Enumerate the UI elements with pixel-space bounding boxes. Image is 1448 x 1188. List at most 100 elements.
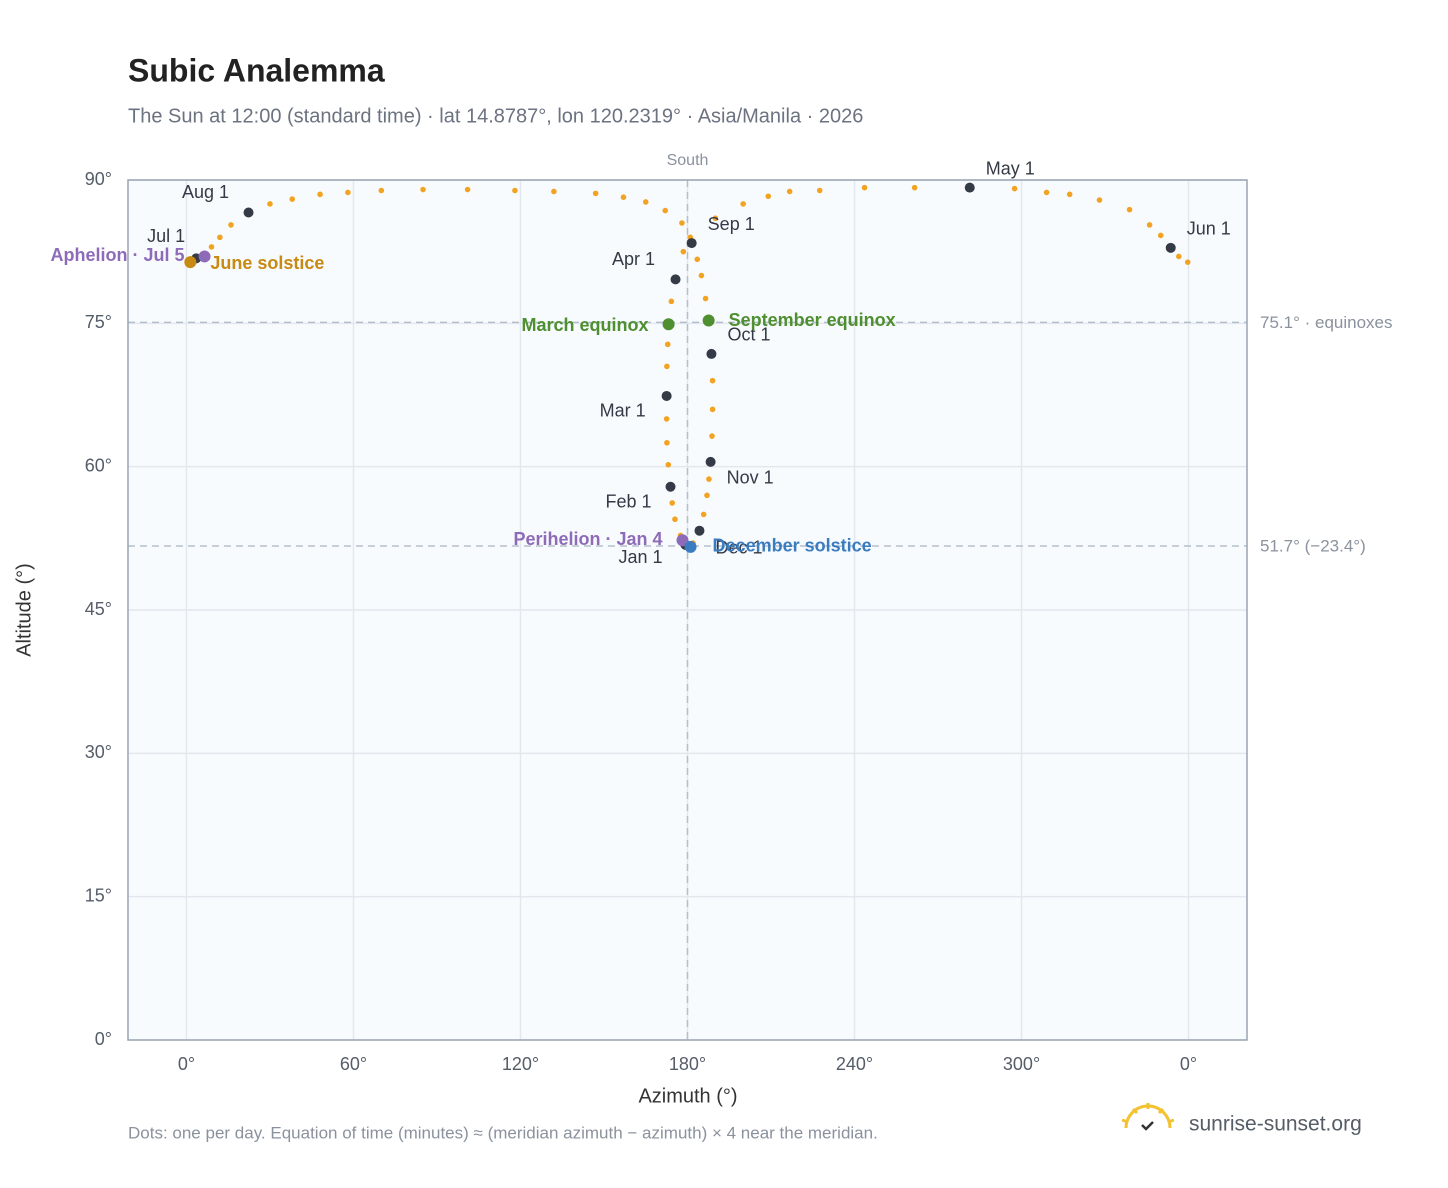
month-dot [243,207,254,218]
chart-title: Subic Analemma [128,52,385,88]
day-dot [704,492,710,499]
month-dot [1165,242,1176,253]
day-dot [672,516,678,523]
y-tick-label: 30° [85,742,112,762]
day-dot [345,189,351,196]
day-dot [765,193,772,200]
x-tick-label: 0° [178,1054,195,1074]
month-dot [964,182,975,193]
x-tick-label: 0° [1180,1054,1197,1074]
day-dot [709,377,716,384]
event-label: Aphelion · Jul 5 [51,245,185,265]
plot-border [127,179,1248,1041]
day-dot [1146,222,1153,228]
reference-label: South [667,152,709,169]
y-tick-label: 45° [85,599,112,619]
month-dot [705,456,716,467]
day-dot [620,194,627,200]
x-axis-title: Azimuth (°) [638,1085,737,1107]
y-axis-title: Altitude (°) [13,563,35,657]
x-tick-label: 60° [340,1054,367,1074]
day-dot [1184,259,1191,265]
month-dot [706,348,717,359]
event-label: June solstice [210,253,324,273]
month-label: Oct 1 [727,325,770,345]
chart-subtitle: The Sun at 12:00 (standard time) · lat 1… [128,105,863,127]
event-label: Perihelion · Jan 4 [513,529,662,549]
event-label: September equinox [729,310,896,330]
day-dot [698,272,705,279]
month-label: May 1 [986,158,1035,178]
month-label: Jan 1 [619,547,663,567]
day-dot [464,186,471,193]
day-dot [228,222,234,228]
y-tick-label: 15° [85,885,112,905]
x-tick-label: 120° [502,1054,539,1074]
event-dot [184,256,197,269]
x-tick-label: 240° [836,1054,873,1074]
day-dot [664,363,670,370]
month-label: Dec 1 [715,537,762,557]
day-dot [1157,232,1164,239]
month-dot [694,525,705,536]
day-dot [378,187,385,194]
month-label: Sep 1 [708,214,755,234]
day-dot [669,500,675,506]
month-label: Apr 1 [612,249,655,269]
day-dot [1043,189,1050,196]
day-dot [1066,191,1073,198]
day-dot [816,187,823,194]
month-dot [661,390,672,401]
event-label: December solstice [713,536,872,556]
day-dot [911,184,918,191]
day-dot [642,199,649,205]
month-dot [665,481,676,492]
brand: sunrise-sunset.org [1189,1113,1362,1136]
day-dot [679,220,685,226]
day-dot [664,439,670,446]
month-label: Feb 1 [606,491,652,511]
brand-logo [1121,1103,1175,1131]
day-dot [700,511,707,518]
day-dot [861,184,868,191]
event-dot [662,318,675,331]
day-dot [208,244,215,250]
day-dot [592,190,599,197]
day-dot [662,207,669,214]
day-dot [786,188,793,195]
y-tick-label: 0° [95,1029,112,1049]
month-label: Jul 1 [147,226,185,246]
day-dot [740,201,746,207]
day-dot [694,256,701,263]
day-dot [680,248,687,255]
day-dot [709,406,716,413]
marks: Jan 1 Feb 1 Mar 1 Apr 1 May 1 Jun 1 Jul 1 Aug 1… [51,158,1231,566]
day-dot [709,433,715,439]
day-dot [1176,253,1182,260]
day-dot [1126,206,1133,213]
y-tick-label: 60° [85,455,112,475]
month-label: Aug 1 [182,182,229,202]
event-dot [676,534,689,547]
day-dot [512,187,518,194]
event-dot [684,540,697,553]
day-dot [551,188,557,195]
x-tick-label: 300° [1003,1054,1040,1074]
x-tick-label: 180° [669,1054,706,1074]
footnote: Dots: one per day. Equation of time (min… [128,1123,878,1142]
month-label: Jun 1 [1187,219,1231,239]
month-dot [686,238,697,249]
day-dot [665,461,672,468]
day-dot [317,191,323,198]
day-dot [267,201,273,207]
event-dot [198,250,211,263]
day-dot [663,416,670,422]
y-tick-label: 90° [85,169,112,189]
event-label: March equinox [522,315,649,335]
event-dot [702,314,715,327]
y-tick-label: 75° [85,312,112,332]
reference-label: 75.1° · equinoxes [1260,313,1393,332]
day-dot [712,215,719,222]
month-dot [670,274,681,285]
